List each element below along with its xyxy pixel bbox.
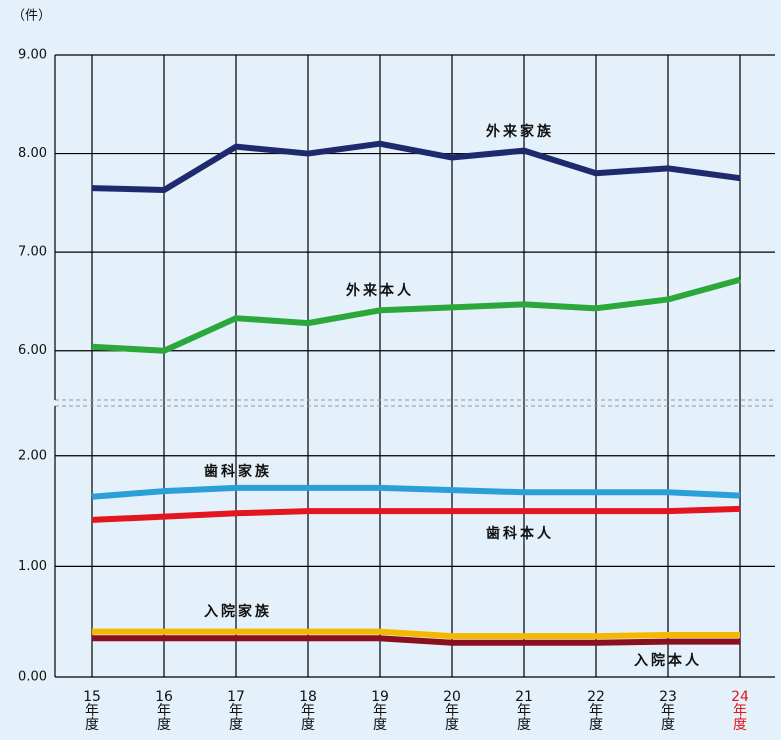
- series-line: [91, 140, 741, 194]
- series-label: 入院家族: [204, 603, 272, 620]
- series-line: [92, 628, 740, 640]
- series-label: 外来本人: [346, 282, 414, 299]
- x-tick-label: 18年度: [299, 689, 317, 733]
- series-line: [91, 276, 741, 354]
- series-label: 歯科家族: [204, 463, 272, 480]
- series-label: 外来家族: [486, 123, 554, 140]
- y-tick-label: 7.00: [18, 245, 47, 260]
- y-tick-label: 9.00: [18, 48, 47, 63]
- series-label: 歯科本人: [486, 525, 554, 542]
- x-tick-label: 16年度: [155, 689, 173, 733]
- x-tick-label: 20年度: [443, 689, 461, 733]
- x-tick-label: 15年度: [83, 689, 101, 733]
- x-tick-label: 21年度: [515, 689, 533, 733]
- series-line: [91, 484, 741, 500]
- series-line: [91, 505, 741, 523]
- x-tick-label: 23年度: [659, 689, 677, 733]
- x-tick-label: 19年度: [371, 689, 389, 733]
- series-label: 入院本人: [634, 652, 702, 669]
- y-tick-label: 2.00: [18, 448, 47, 463]
- y-tick-label: 8.00: [18, 146, 47, 161]
- y-tick-label: 0.00: [18, 670, 47, 685]
- series-line: [92, 635, 740, 646]
- x-tick-label: 22年度: [587, 689, 605, 733]
- y-tick-label: 6.00: [18, 343, 47, 358]
- x-tick-label: 17年度: [227, 689, 245, 733]
- x-tick-label: 24年度: [731, 689, 749, 733]
- y-tick-label: 1.00: [18, 559, 47, 574]
- unit-label: （件）: [12, 9, 51, 24]
